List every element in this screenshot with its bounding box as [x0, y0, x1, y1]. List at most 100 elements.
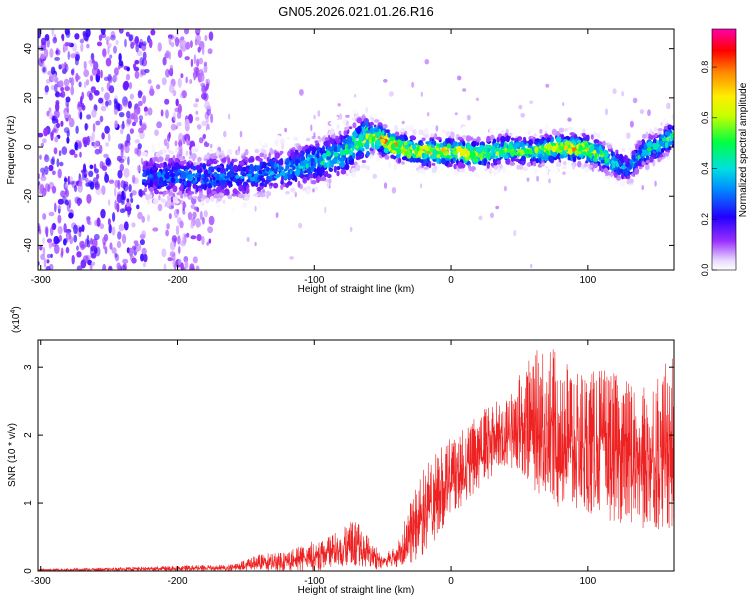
ridge-cell: [344, 163, 350, 171]
ridge-cell: [403, 141, 408, 146]
noise-speckle: [193, 71, 196, 81]
noise-speckle: [189, 263, 195, 270]
ridge-cell: [238, 184, 245, 192]
ridge-cell: [528, 126, 534, 132]
ridge-cell: [172, 167, 178, 170]
ridge-cell: [649, 156, 654, 163]
ridge-cell: [362, 122, 366, 128]
ridge-cell: [546, 143, 552, 150]
x-tick-label: -100: [304, 576, 324, 587]
noise-speckle: [194, 38, 198, 46]
ridge-cell: [486, 135, 491, 143]
noise-speckle: [135, 247, 139, 253]
ridge-cell: [621, 147, 626, 152]
ridge-cell: [562, 165, 567, 170]
noise-speckle: [88, 170, 94, 177]
ridge-cell: [386, 141, 390, 146]
ridge-cell: [266, 157, 270, 162]
noise-speckle: [87, 221, 92, 226]
ridge-cell: [294, 169, 300, 177]
noise-speckle: [169, 240, 176, 251]
noise-speckle: [46, 253, 51, 259]
faint-speckle: [324, 206, 327, 214]
ridge-cell: [635, 143, 640, 150]
ridge-cell: [446, 143, 451, 149]
ridge-cell: [668, 124, 672, 129]
ridge-cell: [494, 174, 498, 180]
noise-speckle: [168, 35, 172, 46]
noise-speckle: [186, 138, 189, 146]
ridge-cell: [563, 160, 567, 166]
ridge-cell: [657, 128, 663, 132]
ridge-cell: [257, 192, 263, 197]
ridge-cell: [243, 186, 247, 191]
noise-speckle: [85, 182, 91, 187]
noise-speckle: [48, 211, 55, 217]
noise-speckle: [53, 109, 60, 119]
ridge-cell: [326, 155, 332, 160]
noise-speckle: [174, 107, 180, 113]
ridge-cell: [383, 144, 388, 148]
noise-speckle: [164, 98, 170, 105]
faint-speckle: [420, 183, 423, 189]
noise-speckle: [66, 130, 70, 138]
ridge-cell: [398, 157, 402, 164]
noise-speckle: [170, 196, 174, 203]
ridge-cell: [567, 126, 573, 131]
noise-speckle: [131, 174, 136, 184]
noise-speckle: [139, 119, 143, 126]
ridge-cell: [200, 200, 205, 206]
faint-speckle: [518, 104, 523, 110]
figure-title: GN05.2026.021.01.26.R16: [278, 4, 433, 19]
ridge-cell: [567, 148, 573, 155]
noise-speckle: [177, 77, 182, 88]
noise-speckle: [177, 235, 181, 245]
ridge-cell: [168, 192, 174, 196]
ridge-cell: [444, 151, 450, 155]
ridge-cell: [564, 127, 568, 132]
noise-speckle: [40, 253, 45, 261]
noise-speckle: [82, 255, 89, 264]
ridge-cell: [505, 158, 511, 165]
noise-speckle: [104, 173, 110, 183]
ridge-cell: [258, 140, 263, 146]
noise-speckle: [190, 235, 197, 240]
ridge-cell: [346, 143, 352, 150]
ridge-cell: [169, 169, 173, 173]
noise-speckle: [150, 29, 156, 36]
noise-speckle: [165, 109, 169, 119]
ridge-cell: [352, 152, 356, 160]
noise-speckle: [163, 138, 168, 147]
ridge-cell: [453, 163, 457, 170]
noise-speckle: [136, 204, 140, 210]
noise-speckle: [63, 78, 70, 87]
noise-speckle: [210, 113, 214, 124]
ridge-cell: [192, 183, 197, 189]
noise-speckle: [122, 100, 128, 106]
noise-speckle: [105, 142, 109, 147]
ridge-cell: [465, 135, 472, 142]
ridge-cell: [541, 162, 545, 167]
ridge-cell: [192, 196, 198, 199]
faint-speckle: [529, 100, 534, 104]
faint-speckle: [391, 187, 397, 194]
noise-speckle: [57, 214, 62, 224]
spectrogram-x-label: Height of straight line (km): [298, 284, 415, 295]
noise-speckle: [184, 118, 190, 128]
noise-speckle: [99, 115, 104, 123]
ridge-cell: [297, 145, 303, 152]
ridge-cell: [499, 164, 504, 169]
ridge-cell: [165, 154, 170, 158]
ridge-cell: [611, 163, 616, 169]
ridge-cell: [210, 148, 213, 153]
faint-speckle: [612, 88, 617, 95]
ridge-cell: [144, 187, 148, 193]
ridge-cell: [401, 161, 405, 165]
noise-speckle: [56, 204, 62, 210]
noise-speckle: [40, 167, 45, 174]
noise-speckle: [140, 123, 147, 131]
faint-speckle: [337, 103, 341, 107]
noise-speckle: [208, 238, 212, 244]
ridge-cell: [262, 189, 265, 193]
noise-speckle: [165, 229, 170, 237]
